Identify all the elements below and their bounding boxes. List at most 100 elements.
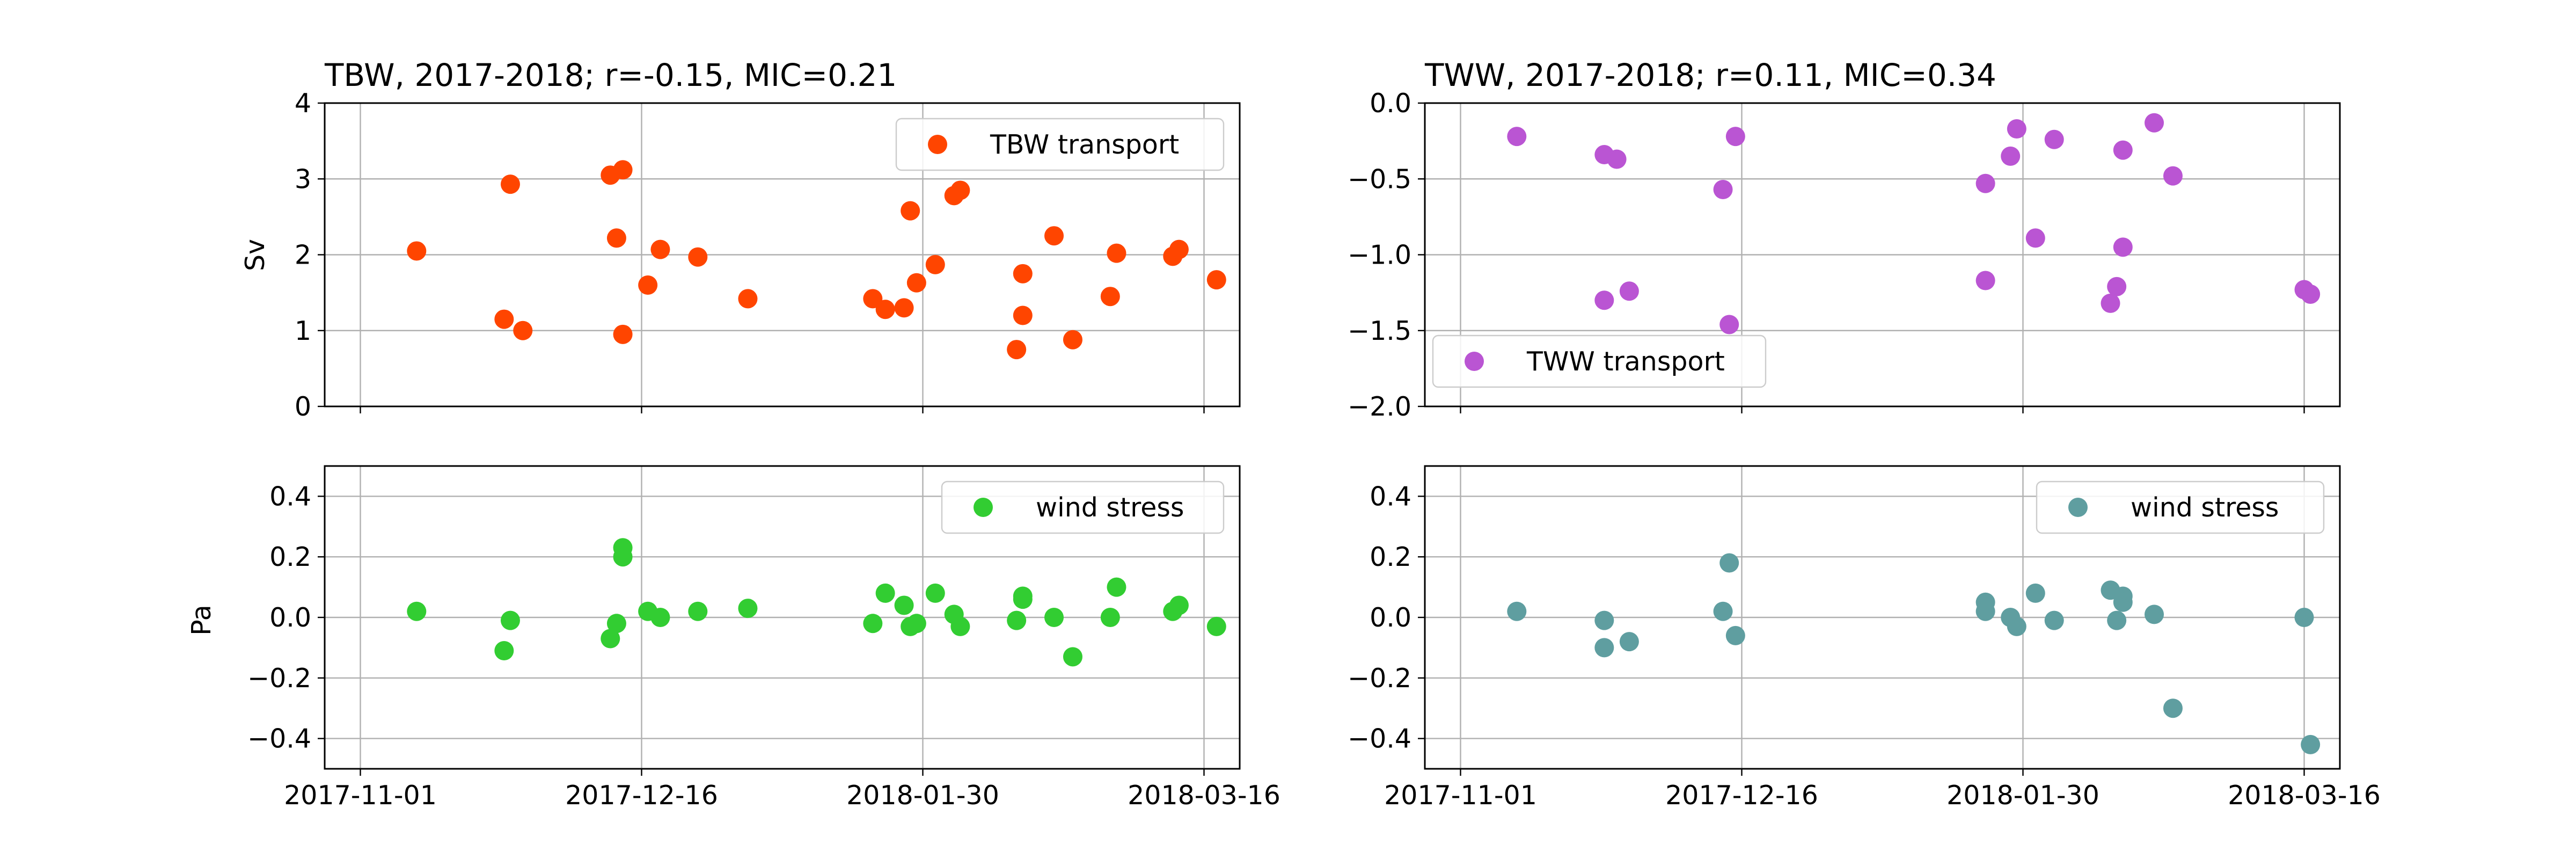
data-point [1607, 149, 1627, 169]
data-point [650, 608, 670, 627]
data-point [1007, 340, 1027, 360]
data-point [1107, 243, 1126, 263]
legend-box [895, 118, 1225, 171]
data-point [494, 309, 514, 329]
data-point [1975, 271, 1995, 290]
y-tick-label: 1 [295, 316, 311, 346]
data-point [1044, 608, 1064, 627]
panel-tww-wind-stress: 2017-11-01 2017-12-16 2018-01-30 2018-03-16… [1348, 465, 2381, 811]
data-point [1013, 305, 1033, 325]
y-tick-label: 0.4 [269, 481, 311, 512]
y-tick-label: 2 [295, 240, 311, 271]
data-point [1719, 315, 1739, 334]
data-point [925, 583, 945, 603]
y-tick-label: −0.4 [1348, 724, 1411, 754]
data-point [1013, 589, 1033, 609]
data-point [500, 610, 520, 630]
data-point [2107, 610, 2127, 630]
y-tick-label: 3 [295, 164, 311, 194]
panel-tbw-transport: TBW, 2017-2018; r=-0.15, MIC=0.21 Sv 0 1 2… [240, 57, 1241, 422]
x-tick-label: 2017-11-01 [1384, 780, 1537, 811]
data-point [513, 321, 533, 340]
data-point [638, 275, 658, 295]
data-point [738, 599, 758, 618]
data-point [1063, 330, 1082, 350]
x-tick-label: 2017-12-16 [1665, 780, 1818, 811]
data-point [650, 239, 670, 259]
data-point [1975, 173, 1995, 193]
data-point [613, 160, 633, 180]
data-point [1100, 287, 1120, 307]
data-point [2101, 293, 2120, 313]
data-point [1507, 127, 1527, 147]
legend-marker [1465, 352, 1484, 371]
data-point [606, 228, 626, 248]
data-point [1713, 601, 1733, 621]
y-tick-label: 0.2 [1370, 542, 1411, 572]
data-point [688, 601, 708, 621]
data-point [925, 254, 945, 274]
y-tick-label: −0.2 [1348, 663, 1411, 694]
axes-frame [1424, 465, 2341, 770]
data-point [1713, 180, 1733, 200]
y-tick-label: −1.5 [1348, 316, 1411, 346]
data-point [906, 273, 926, 293]
data-point [2113, 140, 2133, 160]
data-point [2163, 698, 2183, 718]
data-point [950, 616, 970, 636]
data-point [606, 614, 626, 634]
legend-label: wind stress [1036, 492, 1184, 523]
data-point [2044, 129, 2064, 149]
data-point [2001, 146, 2021, 166]
data-point [2007, 616, 2026, 636]
axes-frame [324, 102, 1241, 407]
y-tick-label: 4 [295, 88, 311, 119]
data-point [2113, 237, 2133, 257]
x-tick-label: 2018-03-16 [2228, 780, 2381, 811]
panel-tww-transport: TWW, 2017-2018; r=0.11, MIC=0.34 −2.0 −1.… [1348, 57, 2341, 422]
y-tick-label: −0.2 [247, 663, 311, 694]
panel-title: TBW, 2017-2018; r=-0.15, MIC=0.21 [324, 57, 897, 93]
data-point [2107, 276, 2127, 296]
data-point [688, 247, 708, 267]
data-point [407, 601, 427, 621]
legend-label: TBW transport [990, 129, 1179, 160]
y-tick-label: 0.0 [1370, 602, 1411, 633]
legend-box [1432, 334, 1767, 388]
data-point [2294, 608, 2314, 627]
data-point [894, 298, 914, 318]
x-tick-label: 2018-01-30 [1946, 780, 2099, 811]
data-point [494, 641, 514, 661]
axes-frame [324, 465, 1241, 770]
y-tick-label: 0 [295, 391, 311, 422]
data-point [1169, 595, 1189, 615]
data-point [2301, 284, 2321, 304]
data-point [500, 174, 520, 194]
y-tick-label: 0.2 [269, 542, 311, 572]
y-tick-label: −0.4 [247, 724, 311, 754]
data-point [2025, 228, 2045, 248]
data-point [613, 547, 633, 567]
y-axis-label: Pa [186, 605, 217, 635]
data-point [601, 629, 620, 649]
data-point [613, 324, 633, 344]
legend-marker [2068, 498, 2088, 517]
y-tick-label: −0.5 [1348, 164, 1411, 194]
y-tick-label: −2.0 [1348, 391, 1411, 422]
y-tick-label: 0.0 [269, 602, 311, 633]
legend-label: wind stress [2131, 492, 2279, 523]
data-point [906, 614, 926, 634]
data-point [1107, 577, 1126, 597]
legend: TWW transport [1432, 334, 1767, 388]
data-point [2163, 166, 2183, 186]
legend: TBW transport [895, 118, 1225, 171]
axes-frame [1424, 102, 2341, 407]
y-axis-label: Sv [240, 239, 270, 271]
x-tick-label: 2017-11-01 [284, 780, 437, 811]
y-tick-label: 0.4 [1370, 481, 1411, 512]
data-point [1619, 632, 1639, 652]
data-point [2025, 583, 2045, 603]
y-tick-label: −1.0 [1348, 240, 1411, 271]
x-tick-label: 2018-03-16 [1128, 780, 1280, 811]
